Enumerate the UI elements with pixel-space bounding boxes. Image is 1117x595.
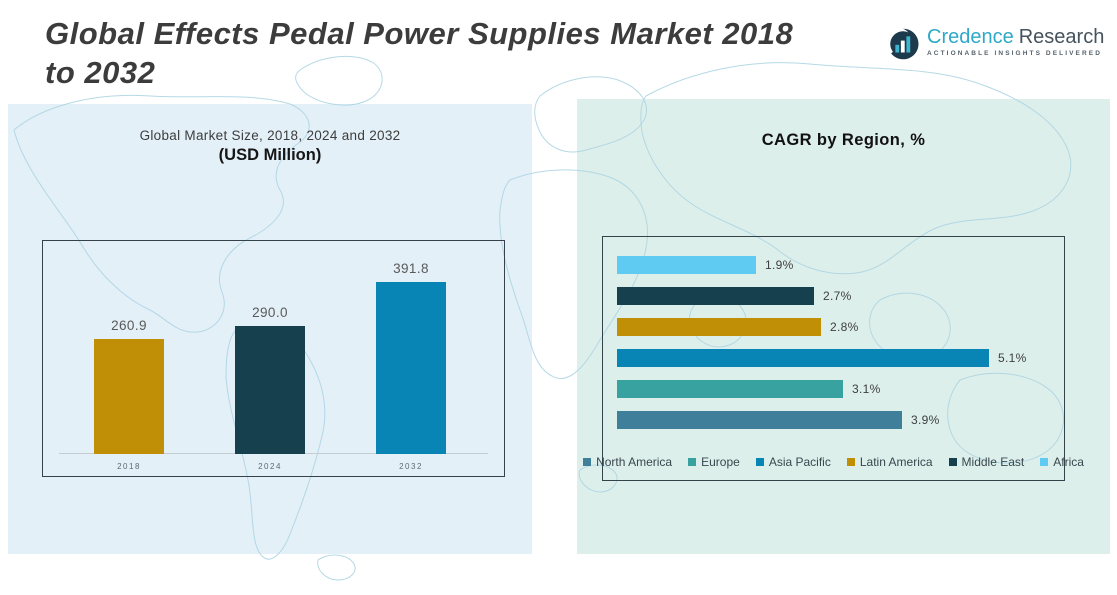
bar-2032	[376, 282, 446, 454]
bar-value-label: 391.8	[393, 261, 429, 276]
bar-chart-circle-icon	[890, 28, 919, 60]
cagr-value-label: 3.1%	[852, 382, 881, 396]
logo-name-primary: Credence	[927, 26, 1014, 48]
cagr-value-label: 1.9%	[765, 258, 794, 272]
column-group-2018: 260.9 2018	[94, 318, 164, 471]
bar-value-label: 290.0	[252, 305, 288, 320]
cagr-value-label: 2.8%	[830, 320, 859, 334]
market-size-chart: 260.9 2018 290.0 2024 391.8 2032	[42, 240, 505, 477]
cagr-row-latin-america: 2.8%	[617, 318, 1056, 336]
legend-label: Asia Pacific	[768, 455, 831, 469]
cagr-bar-north-america	[617, 411, 902, 429]
legend-label: Middle East	[961, 455, 1025, 469]
market-size-header: Global Market Size, 2018, 2024 and 2032 …	[8, 128, 532, 165]
legend-swatch-icon	[846, 458, 855, 466]
legend-swatch-icon	[688, 458, 697, 466]
logo-name-secondary: Research	[1018, 26, 1105, 48]
cagr-title: CAGR by Region, %	[761, 131, 926, 149]
axis-label-2032: 2032	[399, 462, 423, 471]
legend-item-north-america: North America	[583, 455, 672, 469]
bar-value-label: 260.9	[111, 318, 147, 333]
bar-2024	[235, 326, 305, 454]
cagr-bar-europe	[617, 380, 843, 398]
cagr-row-africa: 1.9%	[617, 256, 1056, 274]
credence-research-logo: Credence Research ACTIONABLE INSIGHTS DEL…	[886, 27, 1104, 61]
page-title-line1: Global Effects Pedal Power Supplies Mark…	[45, 16, 794, 51]
legend-swatch-icon	[1040, 458, 1049, 466]
cagr-legend: North America Europe Asia Pacific Latin Ame…	[583, 455, 1084, 469]
legend-item-latin-america: Latin America	[846, 455, 933, 469]
cagr-rows: 1.9% 2.7% 2.8% 5.1% 3.1% 3.9%	[617, 256, 1056, 429]
legend-item-europe: Europe	[688, 455, 740, 469]
page-title-line2: to 2032	[45, 55, 156, 91]
legend-item-middle-east: Middle East	[948, 455, 1025, 469]
cagr-bar-africa	[617, 256, 756, 274]
logo-name: Credence Research	[927, 27, 1104, 48]
market-size-subtitle: (USD Million)	[218, 146, 322, 164]
cagr-chart: 1.9% 2.7% 2.8% 5.1% 3.1% 3.9% North America Eu…	[583, 236, 1084, 481]
logo-text: Credence Research ACTIONABLE INSIGHTS DEL…	[927, 27, 1104, 58]
cagr-value-label: 5.1%	[998, 351, 1027, 365]
column-group-2024: 290.0 2024	[235, 305, 305, 471]
legend-item-africa: Africa	[1040, 455, 1084, 469]
cagr-row-middle-east: 2.7%	[617, 287, 1056, 305]
bar-2018	[94, 339, 164, 454]
legend-swatch-icon	[755, 458, 764, 466]
market-size-title: Global Market Size, 2018, 2024 and 2032	[139, 128, 401, 143]
column-group-2032: 391.8 2032	[376, 261, 446, 471]
logo-tagline: ACTIONABLE INSIGHTS DELIVERED	[927, 50, 1103, 57]
legend-swatch-icon	[948, 458, 957, 466]
axis-label-2024: 2024	[258, 462, 282, 471]
legend-label: Latin America	[859, 455, 933, 469]
cagr-row-europe: 3.1%	[617, 380, 1056, 398]
legend-item-asia-pacific: Asia Pacific	[755, 455, 831, 469]
legend-label: Europe	[701, 455, 740, 469]
cagr-bar-latin-america	[617, 318, 821, 336]
cagr-value-label: 3.9%	[911, 413, 940, 427]
legend-label: Africa	[1053, 455, 1084, 469]
legend-swatch-icon	[583, 458, 592, 466]
cagr-value-label: 2.7%	[823, 289, 852, 303]
axis-label-2018: 2018	[117, 462, 141, 471]
legend-label: North America	[596, 455, 673, 469]
cagr-bar-asia-pacific	[617, 349, 989, 367]
cagr-row-asia-pacific: 5.1%	[617, 349, 1056, 367]
cagr-bar-middle-east	[617, 287, 814, 305]
market-size-plot: 260.9 2018 290.0 2024 391.8 2032	[43, 261, 504, 471]
page-title: Global Effects Pedal Power Supplies Mark…	[45, 14, 895, 92]
cagr-row-north-america: 3.9%	[617, 411, 1056, 429]
